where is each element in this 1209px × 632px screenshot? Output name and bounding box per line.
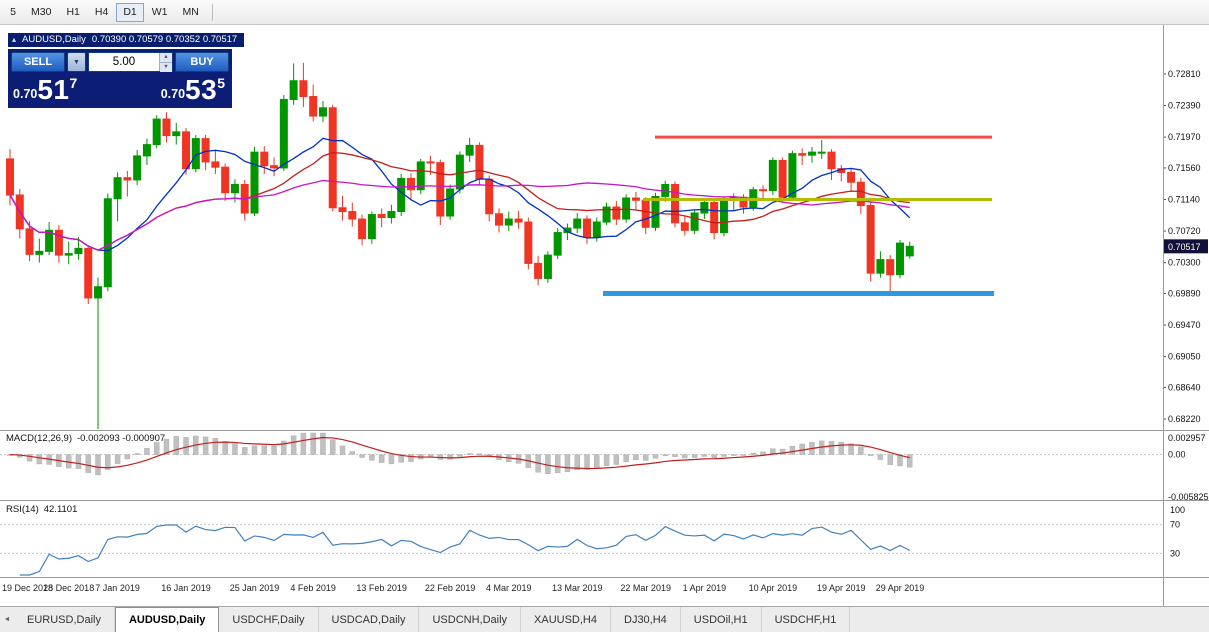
volume-spinner: ▲ ▼ <box>159 53 172 72</box>
svg-text:30: 30 <box>1170 548 1180 558</box>
sell-button[interactable]: SELL <box>11 52 65 72</box>
current-price-badge <box>1164 239 1208 254</box>
svg-text:-0.005825: -0.005825 <box>1168 492 1209 502</box>
svg-text:13 Feb 2019: 13 Feb 2019 <box>356 583 407 593</box>
svg-text:22 Feb 2019: 22 Feb 2019 <box>425 583 476 593</box>
chart-title-bar: ▴ AUDUSD,Daily 0.70390 0.70579 0.70352 0… <box>8 33 245 47</box>
svg-text:0.71560: 0.71560 <box>1168 163 1201 173</box>
chart-symbol-label: AUDUSD,Daily <box>22 34 86 45</box>
toolbar-separator <box>211 3 213 21</box>
tab-usdcad-daily[interactable]: USDCAD,Daily <box>318 607 420 632</box>
chart-tabs-bar: ◄ EURUSD,Daily AUDUSD,Daily USDCHF,Daily US… <box>0 606 1209 632</box>
macd-signal-line <box>9 436 910 470</box>
svg-text:0.69470: 0.69470 <box>1168 320 1201 330</box>
svg-text:70: 70 <box>1170 520 1180 530</box>
svg-text:0.72810: 0.72810 <box>1168 69 1201 79</box>
chart-ohlc-values: 0.70390 0.70579 0.70352 0.70517 <box>91 34 238 45</box>
buy-price-main: 53 <box>185 74 218 105</box>
svg-text:0.70720: 0.70720 <box>1168 226 1201 236</box>
tab-xauusd-h4[interactable]: XAUUSD,H4 <box>521 607 611 632</box>
tab-dj30-h4[interactable]: DJ30,H4 <box>611 607 681 632</box>
svg-text:0.00: 0.00 <box>1168 450 1186 460</box>
macd-indicator-header: MACD(12,26,9) -0.002093 -0.000907 <box>6 433 165 444</box>
svg-text:0.69890: 0.69890 <box>1168 288 1201 298</box>
timeframe-button-w1[interactable]: W1 <box>145 3 175 22</box>
timeframe-button-mn[interactable]: MN <box>176 3 206 22</box>
tab-eurusd-daily[interactable]: EURUSD,Daily <box>14 607 115 632</box>
volume-input[interactable]: 5.00 <box>112 56 136 68</box>
macd-label: MACD(12,26,9) <box>6 433 72 444</box>
timeframe-button-5[interactable]: 5 <box>3 3 23 22</box>
buy-price-prefix: 0.70 <box>160 87 186 101</box>
svg-text:19 Dec 2018: 19 Dec 2018 <box>2 583 53 593</box>
rsi-line <box>19 524 911 576</box>
tab-usdoil-h1[interactable]: USDOil,H1 <box>680 607 762 632</box>
macd-values: -0.002093 -0.000907 <box>77 433 166 444</box>
candles-group <box>6 62 914 429</box>
tab-usdcnh-daily[interactable]: USDCNH,Daily <box>419 607 522 632</box>
sell-price-display[interactable]: 0.70 51 7 <box>13 75 77 104</box>
svg-text:22 Mar 2019: 22 Mar 2019 <box>620 583 671 593</box>
svg-text:0.002957: 0.002957 <box>1168 433 1206 443</box>
svg-text:4 Mar 2019: 4 Mar 2019 <box>486 583 532 593</box>
timeframe-button-d1[interactable]: D1 <box>116 2 144 22</box>
volume-increase-button[interactable]: ▲ <box>160 53 172 63</box>
svg-text:0.69050: 0.69050 <box>1168 352 1201 362</box>
svg-text:29 Apr 2019: 29 Apr 2019 <box>876 583 925 593</box>
timeframe-button-h1[interactable]: H1 <box>59 3 86 22</box>
svg-text:4 Feb 2019: 4 Feb 2019 <box>290 583 336 593</box>
rsi-label: RSI(14) <box>6 504 39 515</box>
one-click-trading-panel: SELL ▼ 5.00 ▲ ▼ BUY 0.70 51 7 0.70 53 <box>8 49 232 108</box>
svg-text:28 Dec 2018: 28 Dec 2018 <box>43 583 94 593</box>
svg-text:1 Apr 2019: 1 Apr 2019 <box>683 583 727 593</box>
timeframe-button-h4[interactable]: H4 <box>88 3 115 22</box>
svg-text:0.71140: 0.71140 <box>1168 195 1200 205</box>
timeframe-button-m30[interactable]: M30 <box>24 3 58 22</box>
rsi-indicator-header: RSI(14) 42.1101 <box>6 504 77 515</box>
buy-price-pip: 5 <box>217 75 225 91</box>
chart-expand-icon[interactable]: ▴ <box>12 35 17 44</box>
svg-text:7 Jan 2019: 7 Jan 2019 <box>95 583 140 593</box>
svg-text:0.72390: 0.72390 <box>1168 101 1201 111</box>
tab-usdchf-h1[interactable]: USDCHF,H1 <box>761 607 851 632</box>
buy-button[interactable]: BUY <box>175 52 229 72</box>
timeframe-button-group: 5 M30 H1 H4 D1 W1 MN <box>3 2 207 22</box>
svg-text:13 Mar 2019: 13 Mar 2019 <box>552 583 603 593</box>
svg-text:25 Jan 2019: 25 Jan 2019 <box>230 583 280 593</box>
svg-text:10 Apr 2019: 10 Apr 2019 <box>749 583 798 593</box>
volume-decrease-button[interactable]: ▼ <box>160 63 172 72</box>
svg-text:16 Jan 2019: 16 Jan 2019 <box>161 583 211 593</box>
svg-text:100: 100 <box>1170 505 1185 515</box>
svg-text:19 Apr 2019: 19 Apr 2019 <box>817 583 866 593</box>
buy-price-display[interactable]: 0.70 53 5 <box>161 75 225 104</box>
volume-input-box: 5.00 ▲ ▼ <box>88 52 173 72</box>
svg-text:0.68640: 0.68640 <box>1168 382 1201 392</box>
svg-text:0.70517: 0.70517 <box>1168 242 1201 252</box>
svg-text:0.70300: 0.70300 <box>1168 258 1201 268</box>
sell-price-prefix: 0.70 <box>13 87 38 101</box>
sell-price-main: 51 <box>37 74 70 105</box>
tab-usdchf-daily[interactable]: USDCHF,Daily <box>219 607 319 632</box>
tab-scroll-left-button[interactable]: ◄ <box>3 616 11 623</box>
tab-audusd-daily[interactable]: AUDUSD,Daily <box>114 607 220 632</box>
volume-dropdown-button[interactable]: ▼ <box>67 52 86 72</box>
chevron-down-icon: ▼ <box>73 58 80 66</box>
rsi-value: 42.1101 <box>43 504 78 515</box>
svg-text:0.68220: 0.68220 <box>1168 414 1201 424</box>
svg-text:0.71970: 0.71970 <box>1168 132 1201 142</box>
sell-price-pip: 7 <box>69 75 78 91</box>
timeframe-toolbar: 5 M30 H1 H4 D1 W1 MN <box>0 0 1209 25</box>
